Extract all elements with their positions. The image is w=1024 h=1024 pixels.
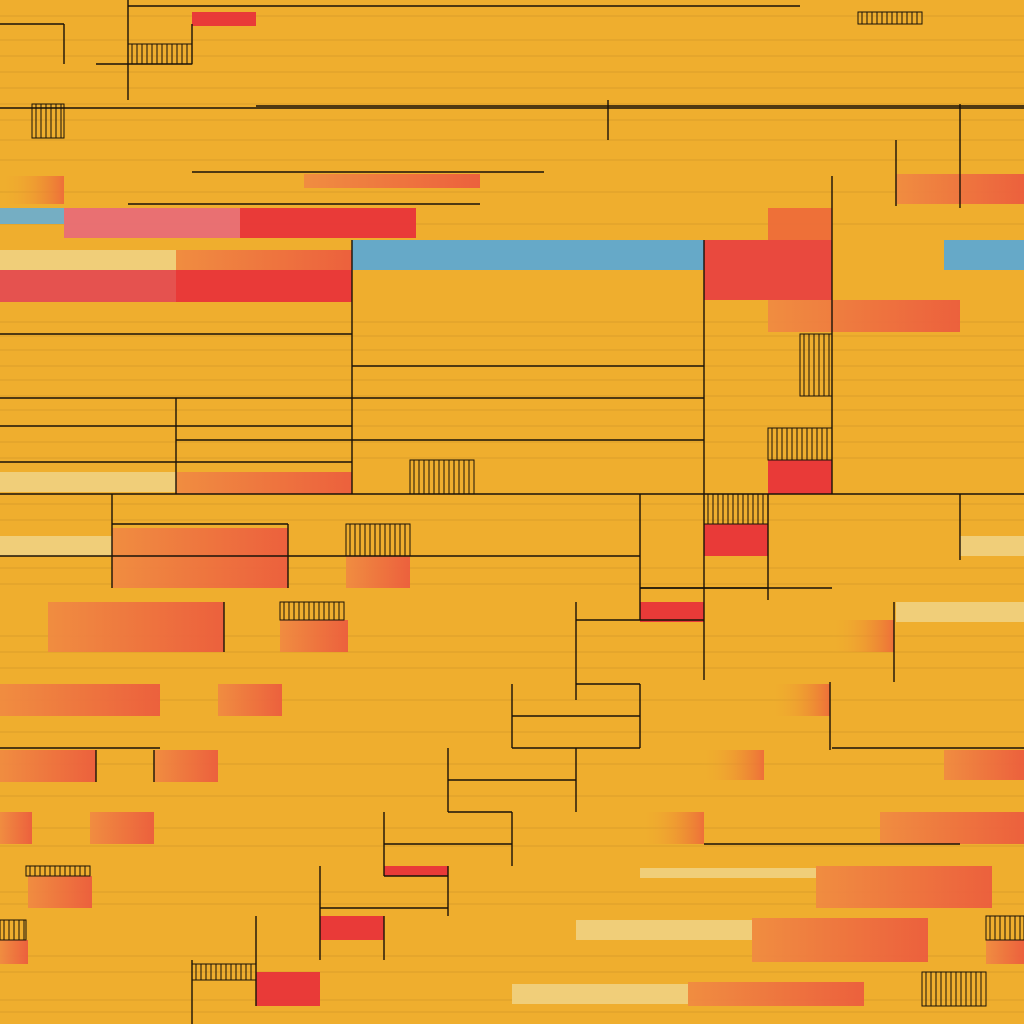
- block: [0, 750, 96, 782]
- block: [896, 602, 1024, 622]
- block: [640, 868, 816, 878]
- block: [256, 972, 320, 1006]
- hatch-frame: [127, 43, 193, 65]
- block: [704, 240, 832, 300]
- block: [704, 524, 768, 556]
- block: [304, 174, 480, 188]
- hatch-frame: [0, 919, 27, 941]
- block: [0, 684, 160, 716]
- hatch-frame: [409, 459, 475, 495]
- hatch-frame: [345, 523, 411, 557]
- hatch-frame: [767, 427, 833, 461]
- block: [90, 812, 154, 844]
- block: [700, 750, 764, 780]
- hatch-frame: [279, 601, 345, 621]
- block: [48, 602, 224, 652]
- block: [240, 208, 416, 238]
- block: [768, 460, 832, 494]
- hatch-frame: [31, 103, 65, 139]
- block: [576, 920, 752, 940]
- block: [346, 556, 410, 588]
- block: [154, 750, 218, 782]
- block: [752, 918, 928, 962]
- block: [512, 984, 688, 1004]
- hatch-frame: [799, 333, 833, 397]
- hatch-frame: [921, 971, 987, 1007]
- block: [986, 940, 1024, 964]
- block: [112, 528, 288, 588]
- block: [384, 866, 448, 876]
- block: [0, 250, 176, 270]
- block: [0, 472, 176, 492]
- block: [192, 12, 256, 26]
- block: [880, 812, 1024, 844]
- block: [830, 620, 894, 652]
- block: [768, 300, 960, 332]
- block: [0, 940, 28, 964]
- hatch-frame: [191, 963, 257, 981]
- block: [176, 250, 352, 270]
- block: [176, 472, 352, 494]
- block: [960, 536, 1024, 556]
- block: [770, 684, 830, 716]
- block: [352, 240, 704, 270]
- block: [320, 916, 384, 940]
- block: [688, 982, 864, 1006]
- block: [0, 176, 64, 204]
- hatch-frame: [857, 11, 923, 25]
- block: [28, 876, 92, 908]
- hatch-frame: [25, 865, 91, 877]
- block: [944, 240, 1024, 270]
- block: [0, 270, 176, 302]
- block: [176, 270, 352, 302]
- block: [0, 812, 32, 844]
- block: [640, 812, 704, 844]
- block: [768, 208, 832, 240]
- block: [218, 684, 282, 716]
- block: [944, 750, 1024, 780]
- hatch-frame: [703, 493, 769, 525]
- block: [0, 208, 64, 224]
- block: [280, 620, 348, 652]
- block: [64, 208, 240, 238]
- block: [0, 536, 112, 556]
- block: [640, 602, 704, 622]
- block: [816, 866, 992, 908]
